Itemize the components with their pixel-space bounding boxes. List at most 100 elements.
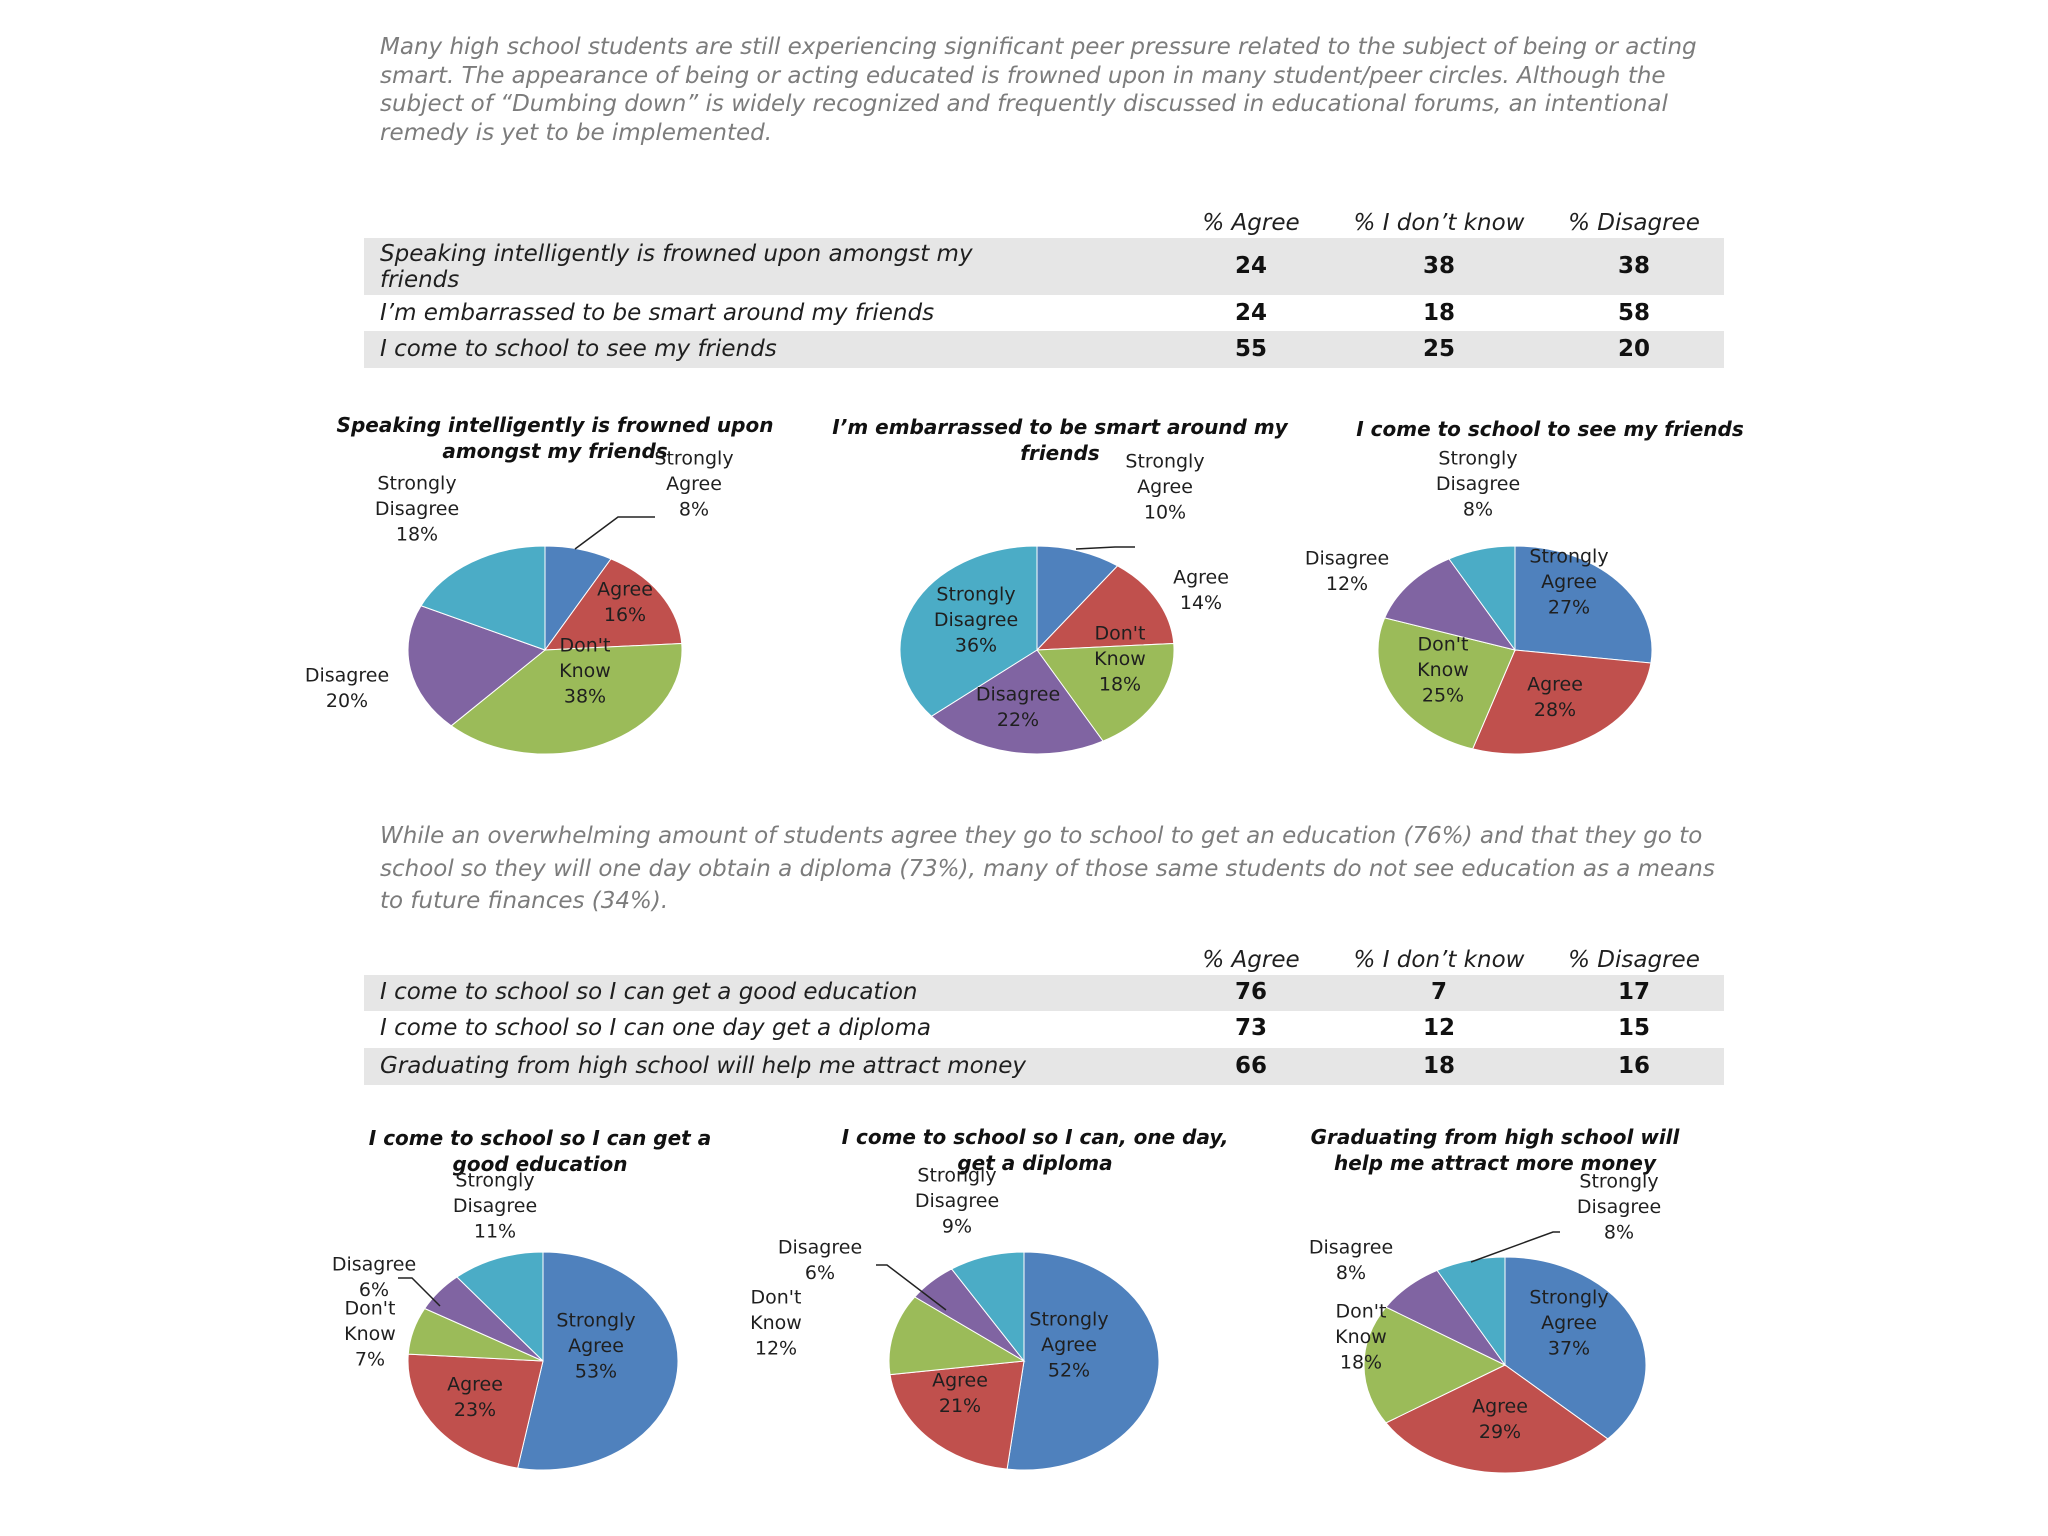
data-label-strongly-disagree: Strongly Disagree 11% <box>453 1170 537 1243</box>
pie-slice-strongly-disagree <box>950 1251 1025 1363</box>
data-label-strongly-agree: Strongly Agree 10% <box>1125 451 1204 524</box>
data-label-strongly-agree: Strongly Agree 52% <box>1029 1309 1108 1382</box>
pie-slice-strongly-agree <box>517 1251 679 1471</box>
data-label-agree: Agree 14% <box>1173 566 1229 614</box>
row-label: Graduating from high school will help me… <box>380 1053 1027 1079</box>
chart-title-6: Graduating from high school will help me… <box>1310 1125 1680 1175</box>
survey-table-1: % Agree % I don’t know % Disagree Speaki… <box>364 210 1724 368</box>
row-agree: 24 <box>1234 300 1267 326</box>
pie-slice-strongly-disagree <box>899 545 1038 717</box>
survey-table-2: % Agree % I don’t know % Disagree I come… <box>364 947 1724 1085</box>
row-dont-know: 18 <box>1422 1053 1455 1079</box>
row-dont-know: 18 <box>1422 300 1455 326</box>
data-label-agree: Agree 16% <box>597 578 653 626</box>
row-agree: 66 <box>1234 1053 1267 1079</box>
data-label-agree: Agree 29% <box>1472 1395 1528 1443</box>
data-label-strongly-disagree: Strongly Disagree 9% <box>915 1165 999 1238</box>
data-label-strongly-agree: Strongly Agree 37% <box>1529 1287 1608 1360</box>
intro-paragraph-1: Many high school students are still expe… <box>380 34 1697 146</box>
pie-slice-strongly-disagree <box>456 1251 544 1363</box>
data-label-dont-know: Don't Know 7% <box>344 1298 396 1371</box>
data-label-disagree: Disagree 6% <box>778 1236 862 1284</box>
pie-slice-strongly-agree <box>1514 545 1653 664</box>
data-label-dont-know: Don't Know 25% <box>1417 634 1469 707</box>
data-label-agree: Agree 28% <box>1527 673 1583 721</box>
row-dont-know: 25 <box>1422 336 1455 362</box>
data-label-dont-know: Don't Know 18% <box>1335 1301 1387 1374</box>
chart-title-5: I come to school so I can, one day, get … <box>841 1125 1229 1175</box>
row-agree: 24 <box>1234 253 1267 279</box>
pie-slice-agree <box>1035 565 1175 651</box>
row-disagree: 17 <box>1617 979 1650 1005</box>
data-label-strongly-disagree: Strongly Disagree 36% <box>934 584 1018 657</box>
row-disagree: 20 <box>1617 336 1650 362</box>
data-label-strongly-disagree: Strongly Disagree 8% <box>1436 448 1520 521</box>
header-dont-know: % I don’t know <box>1353 947 1525 973</box>
row-disagree: 38 <box>1617 253 1650 279</box>
chart-title-2: I’m embarrassed to be smart around my fr… <box>832 415 1288 465</box>
pie-slice-agree <box>1385 1364 1609 1474</box>
pie-chart-3: Strongly Agree 27% Agree 28% Don't Know 25% Disa… <box>1305 448 1653 755</box>
row-label: I’m embarrassed to be smart around my fr… <box>380 300 935 326</box>
data-label-strongly-agree: Strongly Agree 27% <box>1529 546 1608 619</box>
row-label: I come to school to see my friends <box>380 336 777 362</box>
table-row: Graduating from high school will help me… <box>364 1048 1724 1085</box>
pie-chart-4: Strongly Agree 53% Agree 23% Don't Know 7%Disag… <box>332 1170 679 1471</box>
row-label: Speaking intelligently is frowned upon a… <box>380 241 973 293</box>
chart-title-4: I come to school so I can get a good edu… <box>368 1126 712 1176</box>
data-label-disagree: Disagree 8% <box>1309 1236 1393 1284</box>
pie-chart-5: Strongly Agree 52% Agree 21% Don't Know 12%Disa… <box>750 1165 1160 1471</box>
table-row: I come to school so I can get a good edu… <box>364 975 1724 1011</box>
pie-slice-strongly-agree <box>1006 1251 1160 1471</box>
pie-slice-dont-know <box>1377 617 1516 750</box>
table-header-row: % Agree % I don’t know % Disagree <box>364 210 1724 238</box>
data-label-dont-know: Don't Know 12% <box>750 1287 802 1360</box>
row-agree: 55 <box>1234 336 1267 362</box>
data-label-disagree: Disagree 12% <box>1305 547 1389 595</box>
data-label-strongly-agree: Strongly Agree 53% <box>556 1310 635 1383</box>
pie-chart-2: Strongly Agree 10% Agree 14% Don't Know 18% Disa… <box>899 451 1229 755</box>
pie-slice-dont-know <box>1363 1306 1507 1424</box>
leader-line <box>574 516 655 550</box>
pie-slice-agree <box>407 1353 544 1469</box>
pie-slice-dont-know <box>888 1296 1026 1376</box>
table-header-row: % Agree % I don’t know % Disagree <box>364 947 1724 975</box>
data-label-dont-know: Don't Know 18% <box>1094 623 1146 696</box>
row-dont-know: 12 <box>1422 1015 1455 1041</box>
pie-slice-disagree <box>930 649 1104 755</box>
intro-paragraph-2: While an overwhelming amount of students… <box>380 823 1715 914</box>
pie-chart-6: Strongly Agree 37%Agree 29% Don't Know 18% Disa… <box>1309 1171 1661 1474</box>
pie-slice-strongly-disagree <box>420 545 546 651</box>
chart-title-3: I come to school to see my friends <box>1356 417 1744 441</box>
header-disagree: % Disagree <box>1568 947 1700 973</box>
data-label-strongly-disagree: Strongly Disagree 8% <box>1577 1171 1661 1244</box>
row-disagree: 15 <box>1617 1015 1650 1041</box>
pie-slice-agree <box>543 558 683 651</box>
data-label-strongly-agree: Strongly Agree 8% <box>654 448 733 521</box>
pie-slice-disagree <box>1384 558 1517 651</box>
row-label: I come to school so I can get a good edu… <box>380 979 918 1005</box>
table-row: I come to school so I can one day get a … <box>364 1011 1724 1048</box>
data-label-disagree: Disagree 20% <box>305 664 389 712</box>
data-label-dont-know: Don't Know 38% <box>559 635 611 708</box>
leader-line <box>1470 1231 1560 1263</box>
pie-chart-1: Strongly Agree 8% Agree 16% Don't Know 38% Disag… <box>305 448 734 755</box>
table-row: I’m embarrassed to be smart around my fr… <box>364 295 1724 331</box>
pie-slice-strongly-agree <box>1504 1256 1647 1440</box>
header-agree: % Agree <box>1202 947 1300 973</box>
table-row: I come to school to see my friends 55 25… <box>364 331 1724 368</box>
row-disagree: 16 <box>1617 1053 1650 1079</box>
pie-slice-strongly-disagree <box>1436 1256 1506 1367</box>
data-label-agree: Agree 21% <box>932 1369 988 1417</box>
pie-slice-strongly-agree <box>1036 545 1119 652</box>
data-label-agree: Agree 23% <box>447 1373 503 1421</box>
data-label-disagree: Disagree 6% <box>332 1253 416 1301</box>
pie-slice-dont-know <box>450 642 683 755</box>
leader-line <box>398 1277 441 1307</box>
header-dont-know: % I don’t know <box>1353 210 1525 236</box>
data-label-disagree: Disagree 22% <box>976 683 1060 731</box>
row-dont-know: 38 <box>1422 253 1455 279</box>
pie-slice-agree <box>889 1360 1025 1470</box>
row-agree: 73 <box>1234 1015 1267 1041</box>
